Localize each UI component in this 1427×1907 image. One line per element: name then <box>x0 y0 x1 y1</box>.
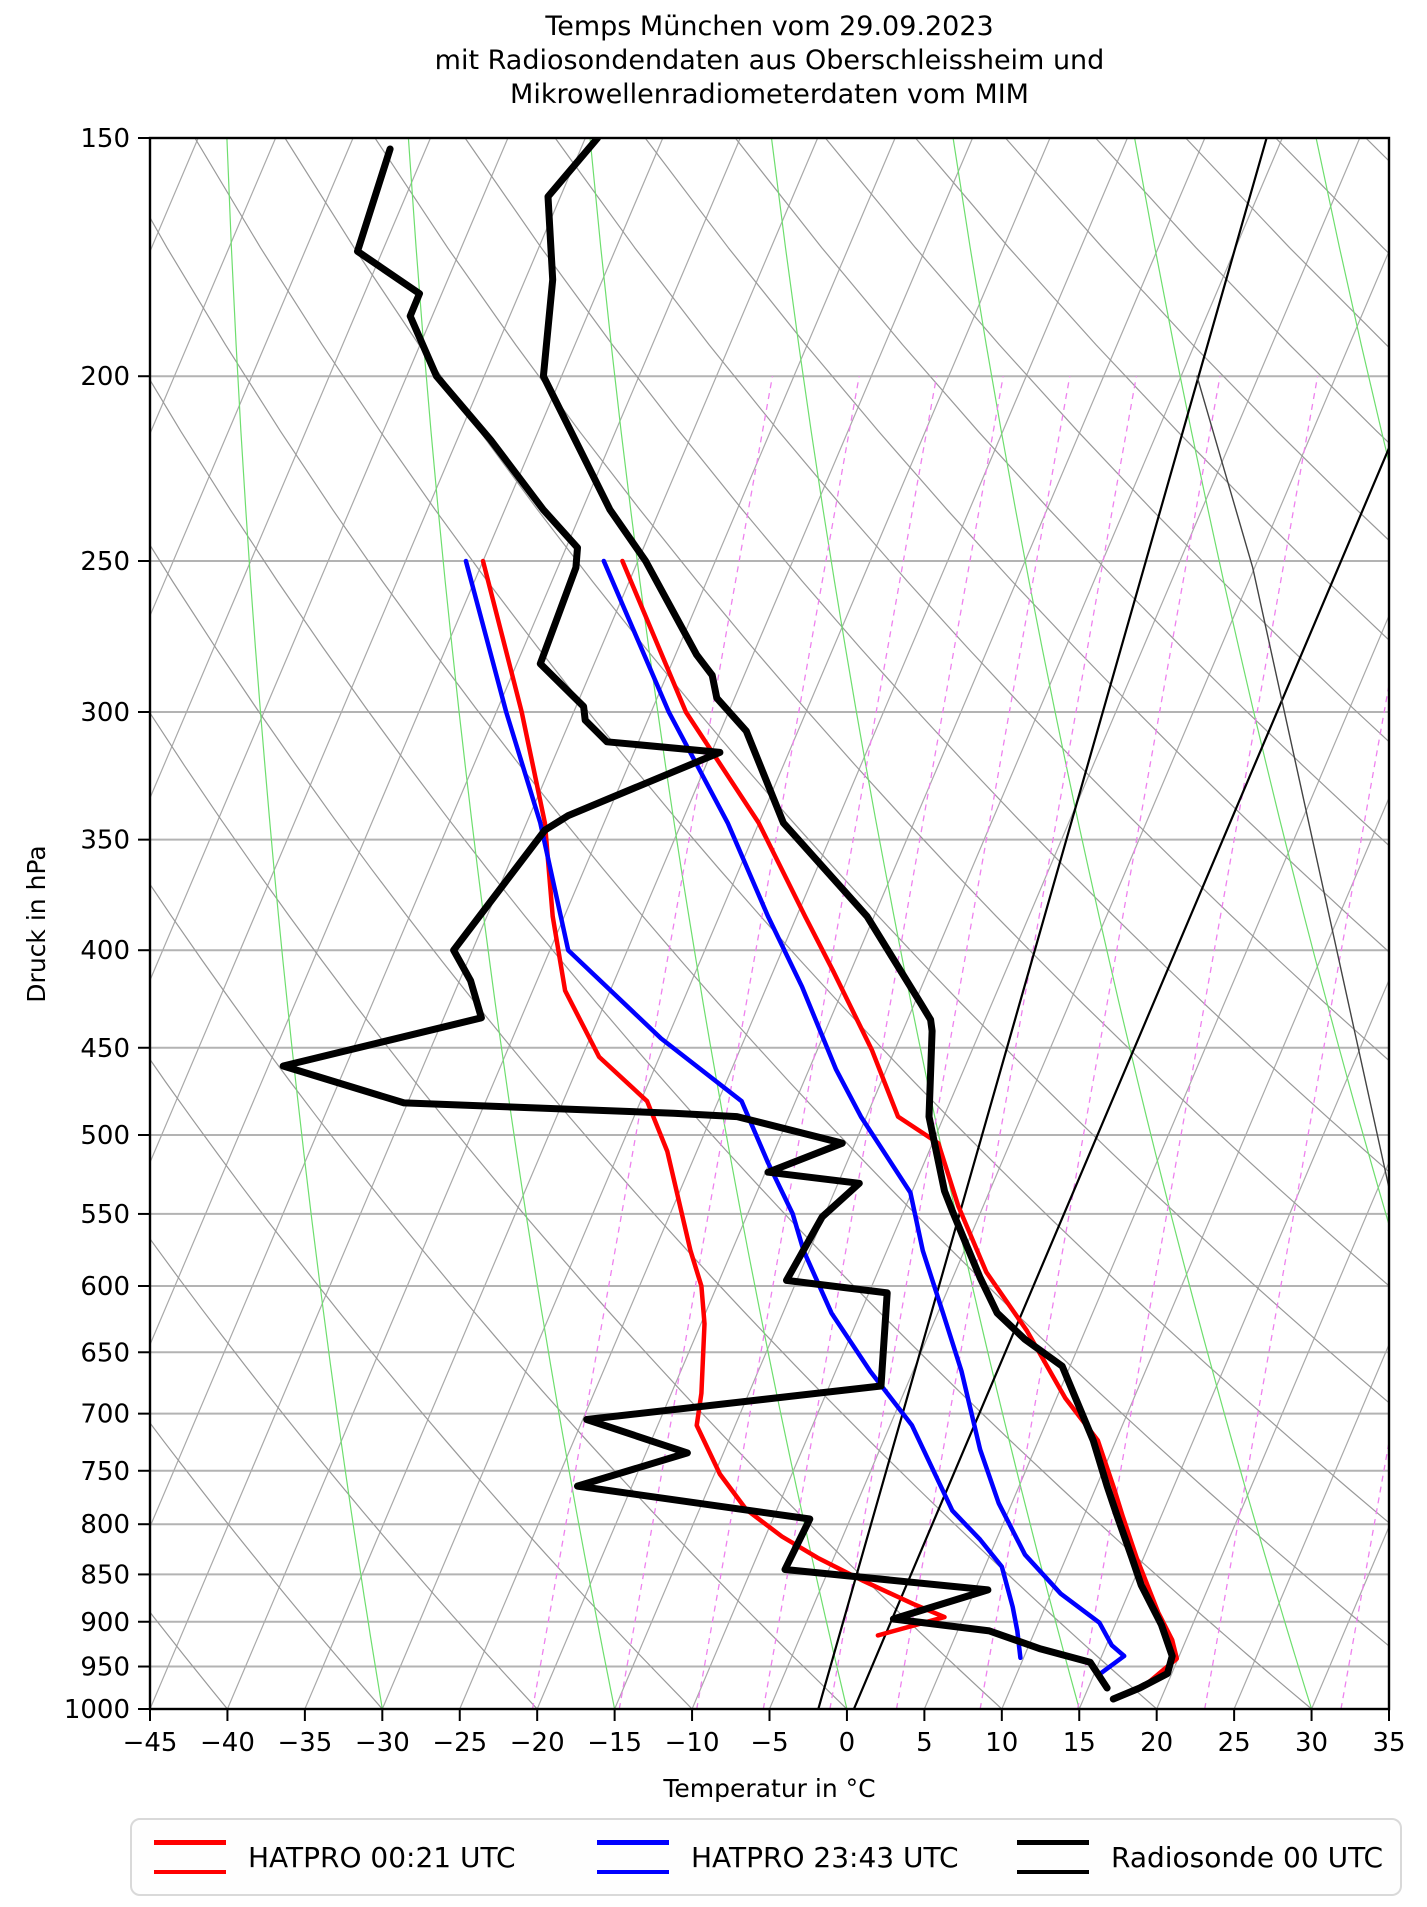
legend: HATPRO 00:21 UTC HATPRO 23:43 UTC Radios… <box>130 1818 1402 1896</box>
y-tick-label: 850 <box>80 1560 130 1590</box>
x-tick-label: 35 <box>1372 1728 1405 1758</box>
y-tick-label: 350 <box>80 826 130 856</box>
grid-isotherms <box>150 138 1389 1709</box>
chart-title-line2: mit Radiosondendaten aus Oberschleisshei… <box>434 45 1105 76</box>
curve-radiosonde-00-utc-taupunkt <box>279 145 1111 1692</box>
x-tick-label: −20 <box>510 1728 565 1758</box>
grid-isobars <box>150 375 1389 1668</box>
legend-entry-hatpro-2343: HATPRO 23:43 UTC <box>597 1820 959 1894</box>
dark-mixing-ratio-line <box>1196 375 1389 1189</box>
y-tick-label: 250 <box>80 547 130 577</box>
legend-label-hatpro-0021: HATPRO 00:21 UTC <box>248 1840 516 1874</box>
y-tick-label: 700 <box>80 1400 130 1430</box>
x-tick-label: −45 <box>123 1728 178 1758</box>
y-tick-label: 450 <box>80 1034 130 1064</box>
y-tick-label: 300 <box>80 698 130 728</box>
x-tick-label: 20 <box>1140 1728 1173 1758</box>
sounding-curves <box>279 138 1180 1703</box>
legend-entry-hatpro-0021: HATPRO 00:21 UTC <box>154 1820 516 1894</box>
x-tick-label: −5 <box>750 1728 788 1758</box>
y-tick-label: 400 <box>80 936 130 966</box>
legend-label-radiosonde: Radiosonde 00 UTC <box>1111 1840 1384 1874</box>
hatpro-2343-line-icon <box>597 1840 669 1874</box>
reference-lines <box>817 138 1389 1709</box>
x-tick-label: −30 <box>355 1728 410 1758</box>
y-tick-label: 1000 <box>64 1695 130 1725</box>
hatpro-0021-line-icon <box>154 1840 226 1874</box>
x-tick-label: −35 <box>277 1728 332 1758</box>
y-tick-label: 600 <box>80 1272 130 1302</box>
x-tick-label: 30 <box>1295 1728 1328 1758</box>
axis-tick-labels: −45 −40 −35 −30 −25 −20 −15 −10 −5 0 5 10 15 20 25 30 35… <box>64 124 1406 1758</box>
y-tick-label: 900 <box>80 1608 130 1638</box>
y-tick-label: 550 <box>80 1200 130 1230</box>
x-tick-label: 5 <box>916 1728 933 1758</box>
curve-radiosonde-00-utc-temperatur <box>539 138 1176 1703</box>
y-tick-label: 200 <box>80 362 130 392</box>
x-tick-label: −25 <box>432 1728 487 1758</box>
legend-entry-radiosonde: Radiosonde 00 UTC <box>1017 1820 1383 1894</box>
curve-hatpro-23-43-utc-temperatur <box>601 558 1127 1677</box>
y-tick-label: 750 <box>80 1457 130 1487</box>
grid-dry-adiabats <box>150 138 1389 1709</box>
x-tick-label: 25 <box>1218 1728 1251 1758</box>
y-tick-label: 150 <box>80 124 130 154</box>
diagonal-reference-line <box>817 138 1268 1709</box>
grid-mixing-ratio-lines <box>531 376 1389 1709</box>
x-tick-label: −40 <box>200 1728 255 1758</box>
chart-title: Temps München vom 29.09.2023 mit Radioso… <box>150 10 1389 112</box>
y-tick-label: 650 <box>80 1338 130 1368</box>
radiosonde-line-icon <box>1017 1840 1089 1874</box>
y-tick-label: 500 <box>80 1121 130 1151</box>
zero-degree-isotherm <box>852 445 1389 1709</box>
x-tick-label: −10 <box>665 1728 720 1758</box>
axis-ticks <box>138 137 1390 1721</box>
chart-title-line1: Temps München vom 29.09.2023 <box>545 11 994 42</box>
grid-moist-adiabats <box>150 138 1389 1709</box>
chart-title-line3: Mikrowellenradiometerdaten vom MIM <box>510 79 1029 110</box>
x-tick-label: 0 <box>839 1728 856 1758</box>
x-tick-label: 10 <box>985 1728 1018 1758</box>
x-axis-label: Temperatur in °C <box>663 1774 876 1803</box>
x-tick-label: 15 <box>1063 1728 1096 1758</box>
legend-label-hatpro-2343: HATPRO 23:43 UTC <box>691 1840 959 1874</box>
x-tick-label: −15 <box>587 1728 642 1758</box>
y-tick-label: 950 <box>80 1653 130 1683</box>
y-axis-label: Druck in hPa <box>22 845 51 1003</box>
y-tick-label: 800 <box>80 1510 130 1540</box>
